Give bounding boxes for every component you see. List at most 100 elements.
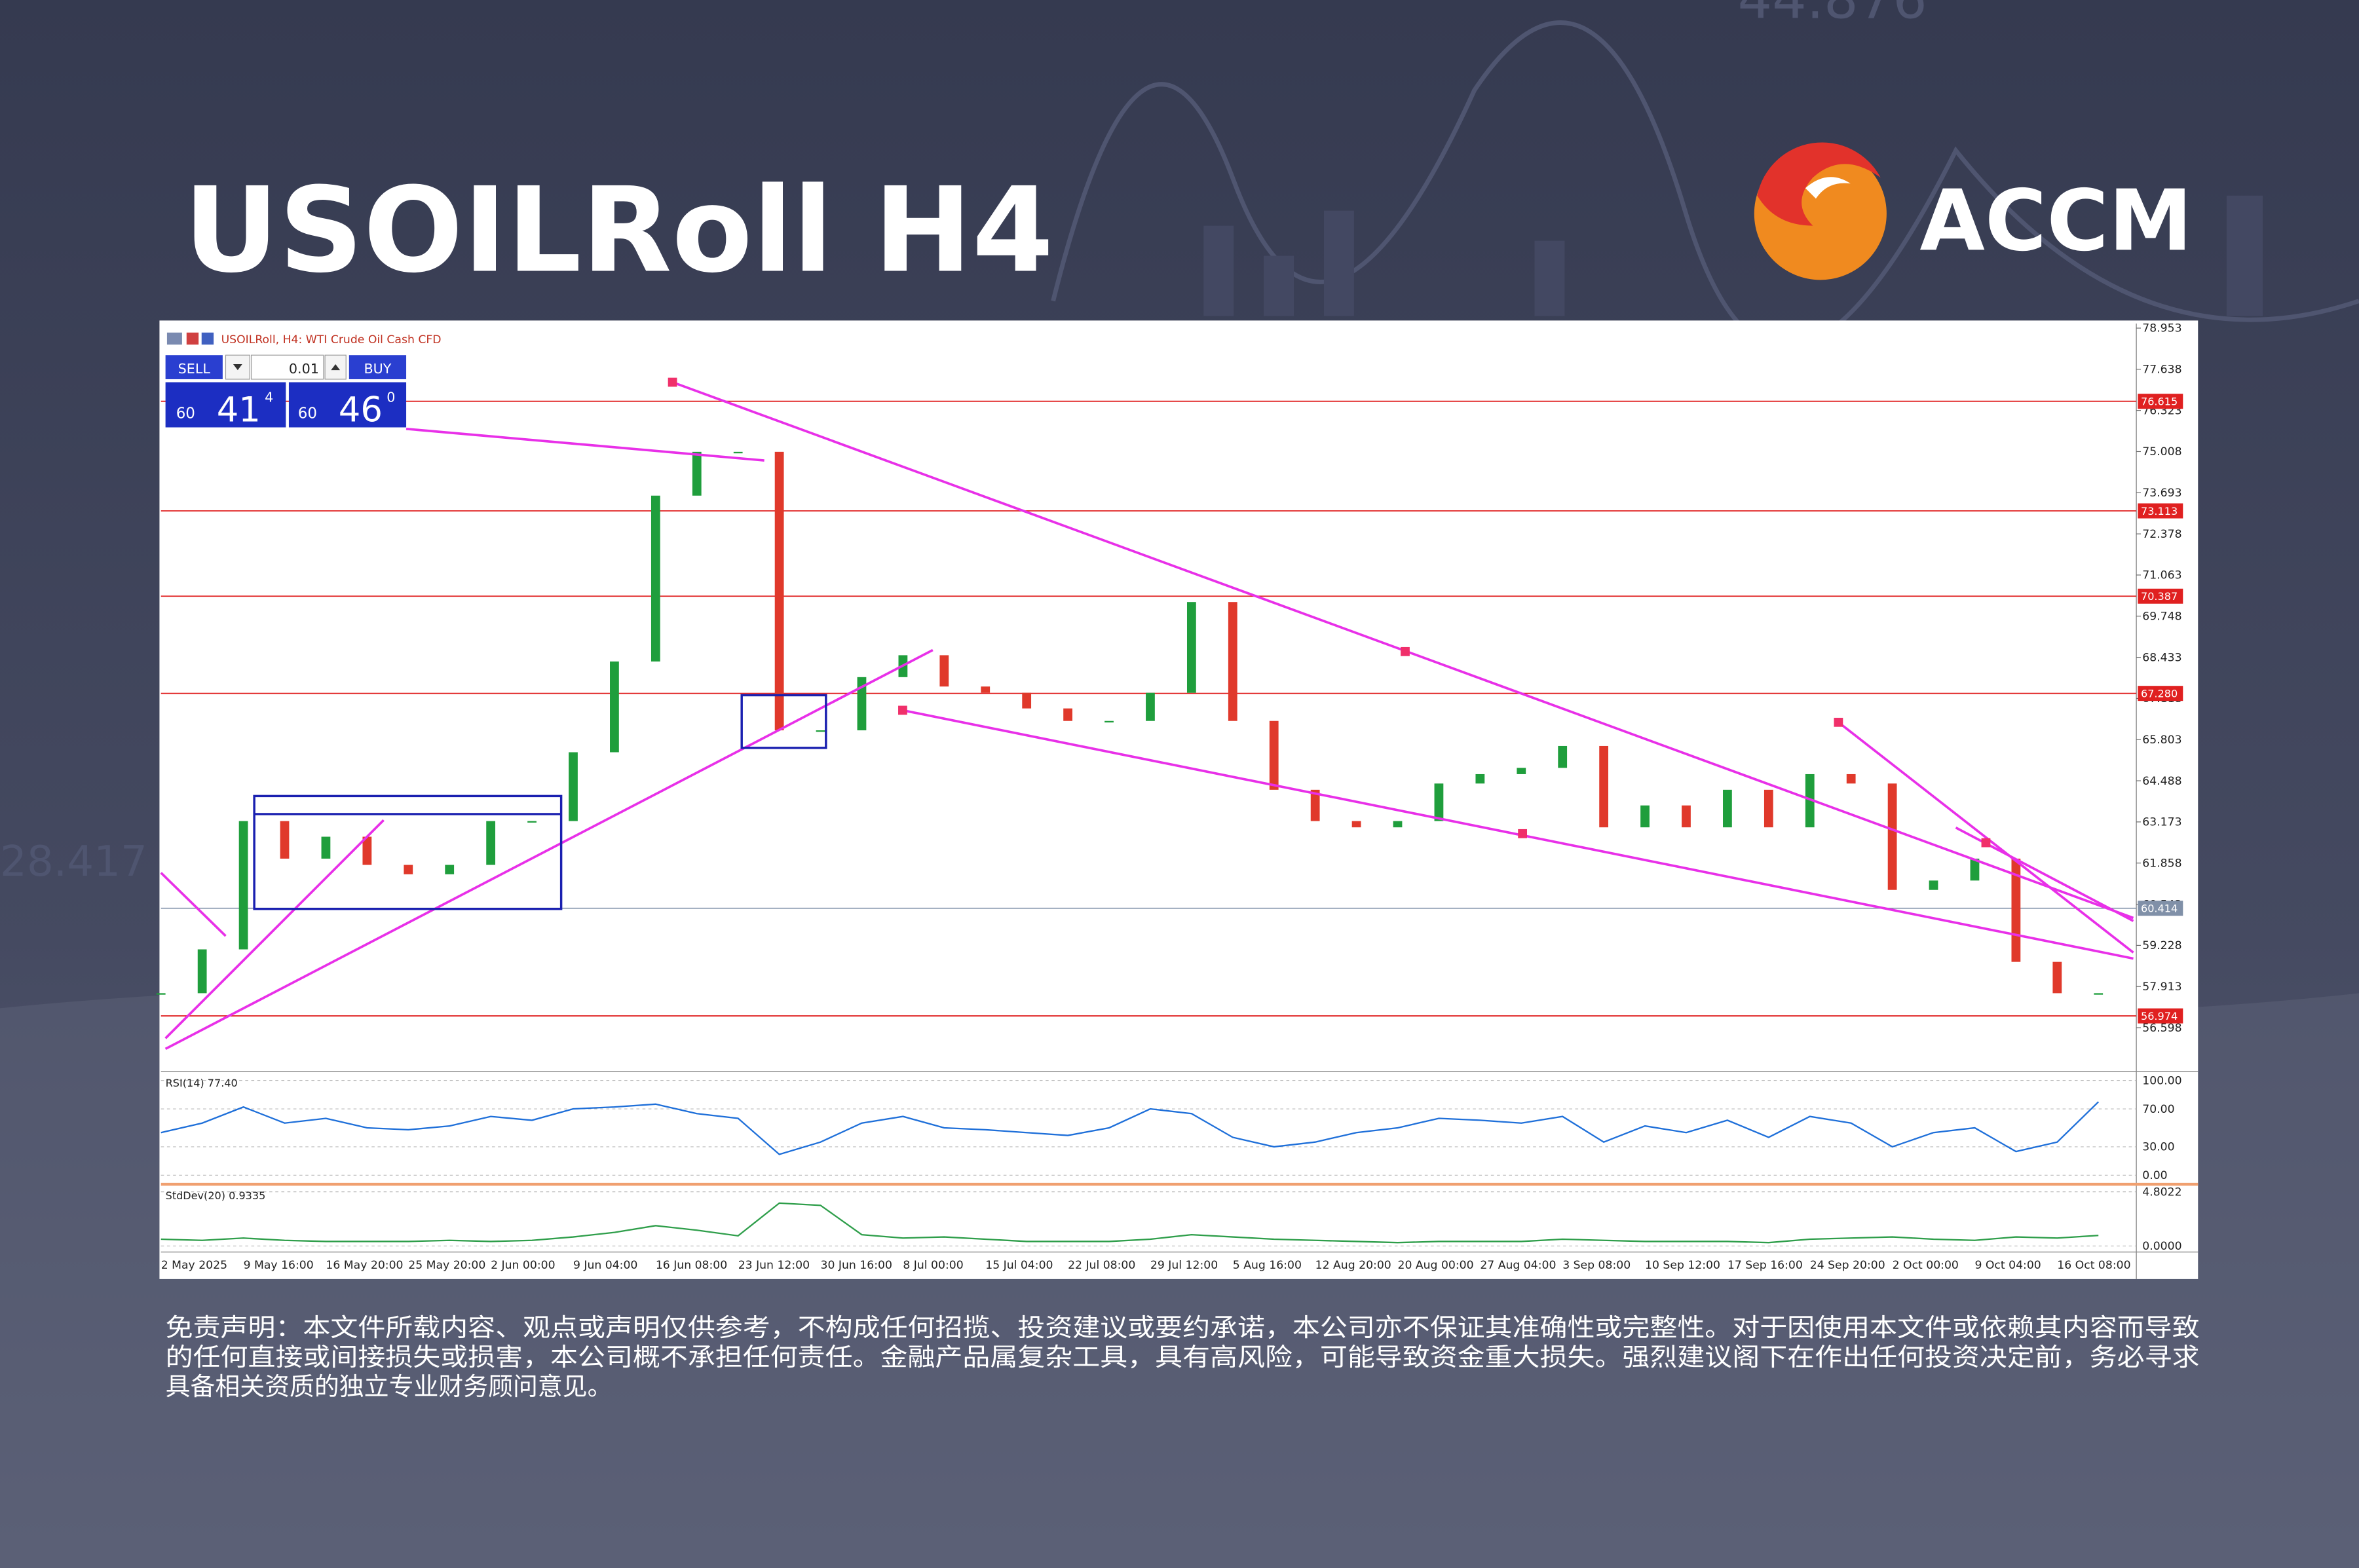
candle bbox=[1640, 805, 1650, 828]
buy-price-pips: 46 bbox=[339, 390, 383, 430]
y-tick-label: 70.00 bbox=[2142, 1103, 2174, 1116]
candle bbox=[1104, 720, 1114, 723]
candle bbox=[816, 730, 825, 732]
indicator-line bbox=[160, 1101, 2100, 1155]
y-tick-label: 30.00 bbox=[2142, 1141, 2174, 1154]
trade-panel: SELL 0.01 BUY 60 41 4 60 46 0 bbox=[165, 354, 407, 430]
brand-name: ACCM bbox=[1919, 172, 2192, 270]
sell-label: SELL bbox=[178, 361, 211, 377]
volume-value: 0.01 bbox=[289, 361, 319, 377]
x-tick-label: 20 Aug 00:00 bbox=[1398, 1259, 1474, 1272]
candle bbox=[1805, 774, 1815, 828]
indicator-line bbox=[160, 1202, 2099, 1244]
candle bbox=[321, 836, 331, 859]
current-price-tag bbox=[2138, 901, 2183, 916]
candle bbox=[1393, 821, 1403, 828]
y-tick-label: 73.693 bbox=[2142, 487, 2181, 500]
y-tick-label: 0.00 bbox=[2142, 1169, 2167, 1182]
y-tick-label: 57.913 bbox=[2142, 980, 2181, 994]
disclaimer-line: 具备相关资质的独立专业财务顾问意见。 bbox=[166, 1372, 613, 1401]
volume-input[interactable] bbox=[250, 354, 324, 380]
level-label: 70.387 bbox=[2141, 590, 2178, 603]
x-tick-label: 9 May 16:00 bbox=[244, 1259, 314, 1272]
sell-price-pips: 41 bbox=[217, 390, 261, 430]
sell-button[interactable] bbox=[165, 355, 223, 379]
candle bbox=[197, 949, 207, 994]
disclaimer: 免责声明：本文件所载内容、观点或声明仅供参考，不构成任何招揽、投资建议或要约承诺… bbox=[166, 1313, 2200, 1401]
buy-button[interactable] bbox=[349, 355, 407, 379]
y-tick-label: 59.228 bbox=[2142, 939, 2181, 952]
candle bbox=[1310, 789, 1320, 821]
x-tick-label: 8 Jul 00:00 bbox=[903, 1259, 963, 1272]
candle bbox=[280, 821, 290, 859]
candle bbox=[1022, 692, 1032, 709]
x-tick-label: 2 Oct 00:00 bbox=[1893, 1259, 1959, 1272]
candle bbox=[238, 821, 248, 950]
level-label: 76.615 bbox=[2141, 396, 2178, 408]
candle bbox=[774, 451, 784, 731]
x-tick-label: 16 Oct 08:00 bbox=[2057, 1259, 2130, 1272]
x-tick-label: 16 May 20:00 bbox=[326, 1259, 403, 1272]
y-tick-label: 69.748 bbox=[2142, 610, 2181, 624]
x-tick-label: 23 Jun 12:00 bbox=[738, 1259, 810, 1272]
y-tick-label: 77.638 bbox=[2142, 364, 2181, 377]
disclaimer-line: 免责声明：本文件所载内容、观点或声明仅供参考，不构成任何招揽、投资建议或要约承诺… bbox=[166, 1313, 2200, 1342]
range-boxes bbox=[253, 694, 827, 910]
y-tick-label: 68.433 bbox=[2142, 651, 2181, 664]
x-tick-label: 27 Aug 04:00 bbox=[1480, 1259, 1556, 1272]
x-tick-label: 9 Jun 04:00 bbox=[573, 1259, 637, 1272]
sell-price-box[interactable] bbox=[165, 382, 286, 428]
x-tick-label: 15 Jul 04:00 bbox=[985, 1259, 1053, 1272]
candle bbox=[1846, 774, 1856, 784]
candle bbox=[939, 655, 949, 687]
candle bbox=[1558, 745, 1568, 768]
candle bbox=[692, 451, 702, 496]
y-tick-label: 56.598 bbox=[2142, 1022, 2181, 1035]
x-tick-label: 17 Sep 16:00 bbox=[1727, 1259, 1803, 1272]
x-tick-label: 16 Jun 08:00 bbox=[656, 1259, 727, 1272]
candle bbox=[569, 752, 578, 821]
x-tick-label: 12 Aug 20:00 bbox=[1315, 1259, 1391, 1272]
candle bbox=[1434, 783, 1444, 821]
candle bbox=[1475, 774, 1485, 784]
rsi-title: RSI(14) 77.40 bbox=[166, 1077, 238, 1089]
candle bbox=[1764, 789, 1773, 828]
x-tick-label: 25 May 20:00 bbox=[408, 1259, 485, 1272]
sell-price-fraction: 4 bbox=[265, 389, 273, 405]
candle bbox=[1228, 602, 1237, 721]
candle bbox=[486, 821, 496, 865]
candle bbox=[1186, 602, 1196, 693]
candle bbox=[1351, 821, 1361, 828]
x-tick-label: 30 Jun 16:00 bbox=[821, 1259, 892, 1272]
chart-title: USOILRoll, H4: WTI Crude Oil Cash CFD bbox=[221, 333, 442, 346]
candle bbox=[156, 993, 166, 995]
x-tick-label: 9 Oct 04:00 bbox=[1974, 1259, 2041, 1272]
level-label: 67.280 bbox=[2141, 688, 2178, 700]
y-tick-label: 100.00 bbox=[2142, 1074, 2181, 1087]
background-bars bbox=[1203, 195, 2263, 316]
x-tick-label: 24 Sep 20:00 bbox=[1810, 1259, 1885, 1272]
candle bbox=[1970, 858, 1980, 881]
y-tick-label: 0.0000 bbox=[2142, 1240, 2181, 1253]
level-label: 56.974 bbox=[2141, 1010, 2178, 1022]
x-tick-label: 10 Sep 12:00 bbox=[1645, 1259, 1720, 1272]
buy-label: BUY bbox=[364, 361, 391, 377]
chart-panel bbox=[159, 320, 2199, 1279]
y-tick-label: 72.378 bbox=[2142, 528, 2181, 541]
chart-icons bbox=[166, 332, 214, 345]
candle bbox=[1269, 720, 1279, 790]
x-tick-label: 29 Jul 12:00 bbox=[1150, 1259, 1218, 1272]
trend-anchors bbox=[668, 377, 1991, 848]
y-tick-label: 64.488 bbox=[2142, 775, 2181, 788]
candle bbox=[1887, 783, 1897, 890]
candle bbox=[1723, 789, 1732, 828]
y-tick-label: 75.008 bbox=[2142, 445, 2181, 458]
page-title: USOILRoll H4 bbox=[183, 163, 1053, 299]
buy-price-fraction: 0 bbox=[387, 389, 395, 405]
y-tick-label: 78.953 bbox=[2142, 322, 2181, 335]
candle bbox=[733, 451, 743, 454]
buy-price-box[interactable] bbox=[288, 382, 407, 428]
sell-price-big: 60 bbox=[176, 405, 195, 422]
